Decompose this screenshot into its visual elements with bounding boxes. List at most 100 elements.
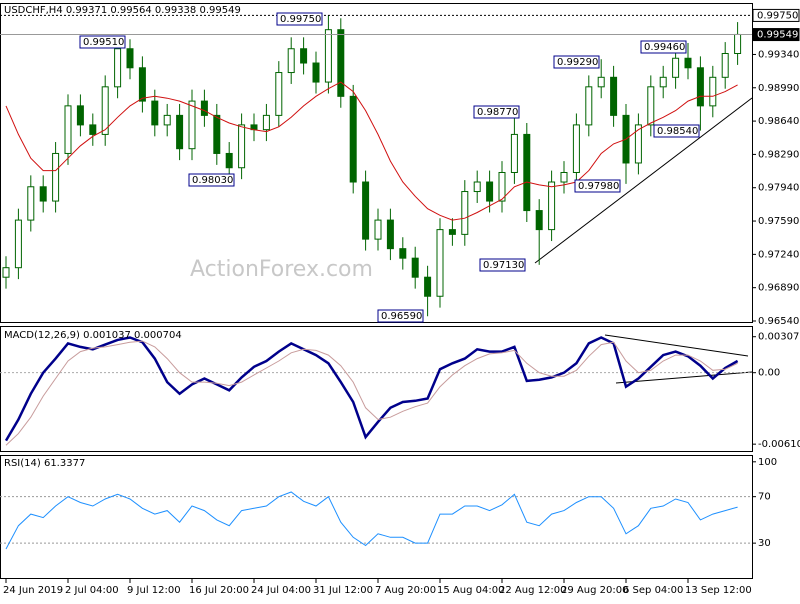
candle-body bbox=[473, 181, 481, 193]
price-label-box bbox=[752, 8, 800, 22]
annotation: 0.98540 bbox=[657, 126, 698, 137]
candle-body bbox=[684, 57, 692, 69]
x-tick-label: 16 Jul 20:00 bbox=[189, 585, 249, 596]
x-tick-label: 6 Sep 04:00 bbox=[623, 585, 683, 596]
candle-body bbox=[548, 181, 556, 231]
candle-body bbox=[349, 95, 357, 183]
candle-body bbox=[498, 171, 506, 202]
x-tick-label: 2 Jul 04:00 bbox=[65, 585, 119, 596]
macd-title: MACD(12,26,9) 0.001037 0.000704 bbox=[4, 330, 182, 341]
y-tick-label: 0.97940 bbox=[758, 183, 799, 194]
candle-body bbox=[709, 76, 717, 107]
x-tick-label: 24 Jun 2019 bbox=[3, 585, 63, 596]
candle-body bbox=[101, 86, 109, 135]
y-tick-label: 0.97240 bbox=[758, 249, 799, 260]
candle-body bbox=[560, 171, 568, 183]
candle-body bbox=[163, 114, 171, 126]
annotation-box bbox=[640, 40, 687, 54]
candle-body bbox=[188, 100, 196, 150]
x-tick-label: 13 Sep 12:00 bbox=[685, 585, 752, 596]
candle-body bbox=[275, 72, 283, 116]
candle-body bbox=[486, 181, 494, 202]
candle-body bbox=[386, 219, 394, 250]
candle-body bbox=[436, 229, 444, 297]
candle-body bbox=[535, 210, 543, 231]
annotation: 0.99290 bbox=[557, 57, 598, 68]
annotation-box bbox=[653, 124, 700, 138]
annotation: 0.97130 bbox=[483, 260, 524, 271]
moving-average bbox=[5, 81, 738, 221]
candle-body bbox=[659, 76, 667, 88]
candle-body bbox=[262, 114, 270, 131]
candle-body bbox=[225, 152, 233, 169]
candle-body bbox=[39, 186, 47, 202]
rsi-title: RSI(14) 61.3377 bbox=[4, 458, 85, 469]
y-tick-label: 70 bbox=[758, 492, 771, 503]
x-tick-label: 7 Aug 20:00 bbox=[375, 585, 436, 596]
candle-body bbox=[362, 181, 370, 240]
candle-body bbox=[523, 133, 531, 212]
annotation: 0.97980 bbox=[578, 181, 619, 192]
candle-body bbox=[151, 100, 159, 126]
price-panel bbox=[0, 3, 753, 323]
trendline bbox=[615, 371, 753, 384]
y-tick-label: 0.97590 bbox=[758, 216, 799, 227]
y-tick-label: 0.98990 bbox=[758, 83, 799, 94]
y-tick-label: 0.003071 bbox=[758, 332, 800, 343]
x-tick-label: 31 Jul 12:00 bbox=[313, 585, 373, 596]
annotation: 0.99460 bbox=[644, 42, 685, 53]
candle-body bbox=[14, 219, 22, 269]
rsi-panel bbox=[0, 455, 753, 579]
annotation: 0.99510 bbox=[83, 37, 124, 48]
annotation-box bbox=[473, 105, 520, 119]
y-tick-label: 30 bbox=[758, 538, 771, 549]
candle-body bbox=[213, 114, 221, 154]
rsi-line bbox=[5, 491, 738, 550]
y-tick-label: 0.96890 bbox=[758, 283, 799, 294]
annotation: 0.99750 bbox=[280, 14, 321, 25]
candle-body bbox=[572, 124, 580, 173]
candle-body bbox=[510, 133, 518, 173]
candle-body bbox=[585, 86, 593, 126]
price-label: 0.99750 bbox=[757, 10, 798, 21]
macd-panel bbox=[0, 326, 753, 452]
trendline bbox=[534, 97, 753, 264]
y-tick-label: 0.98290 bbox=[758, 149, 799, 160]
candle-body bbox=[337, 29, 345, 97]
macd-line bbox=[4, 336, 739, 442]
candle-body bbox=[721, 53, 729, 78]
annotation-box bbox=[479, 258, 526, 272]
candle-body bbox=[610, 76, 618, 116]
candle-body bbox=[411, 257, 419, 278]
annotation-box bbox=[188, 173, 235, 187]
candle-body bbox=[461, 191, 469, 235]
candle-body bbox=[399, 248, 407, 259]
x-tick-label: 9 Jul 12:00 bbox=[127, 585, 181, 596]
candle-body bbox=[424, 276, 432, 297]
candle-body bbox=[647, 86, 655, 126]
candle-body bbox=[126, 48, 134, 69]
x-tick-label: 22 Aug 12:00 bbox=[499, 585, 566, 596]
candle-body bbox=[597, 76, 605, 88]
chart-title: USDCHF,H4 0.99371 0.99564 0.99338 0.9954… bbox=[4, 5, 241, 16]
annotation-box bbox=[553, 55, 600, 69]
candle-body bbox=[696, 67, 704, 107]
y-tick-label: 0.00 bbox=[758, 368, 780, 379]
candle-body bbox=[138, 67, 146, 102]
annotation-box bbox=[377, 309, 424, 323]
candle-body bbox=[238, 124, 246, 169]
annotation: 0.96590 bbox=[381, 311, 422, 322]
annotation-box bbox=[79, 35, 126, 49]
price-label: 0.99549 bbox=[757, 30, 798, 41]
candle-body bbox=[312, 62, 320, 83]
candle-body bbox=[374, 219, 382, 240]
candle-body bbox=[76, 105, 84, 126]
candle-body bbox=[448, 229, 456, 235]
y-tick-label: 0.96540 bbox=[758, 316, 799, 327]
candle-body bbox=[27, 186, 35, 221]
candle-body bbox=[734, 33, 742, 55]
candle-body bbox=[634, 124, 642, 164]
